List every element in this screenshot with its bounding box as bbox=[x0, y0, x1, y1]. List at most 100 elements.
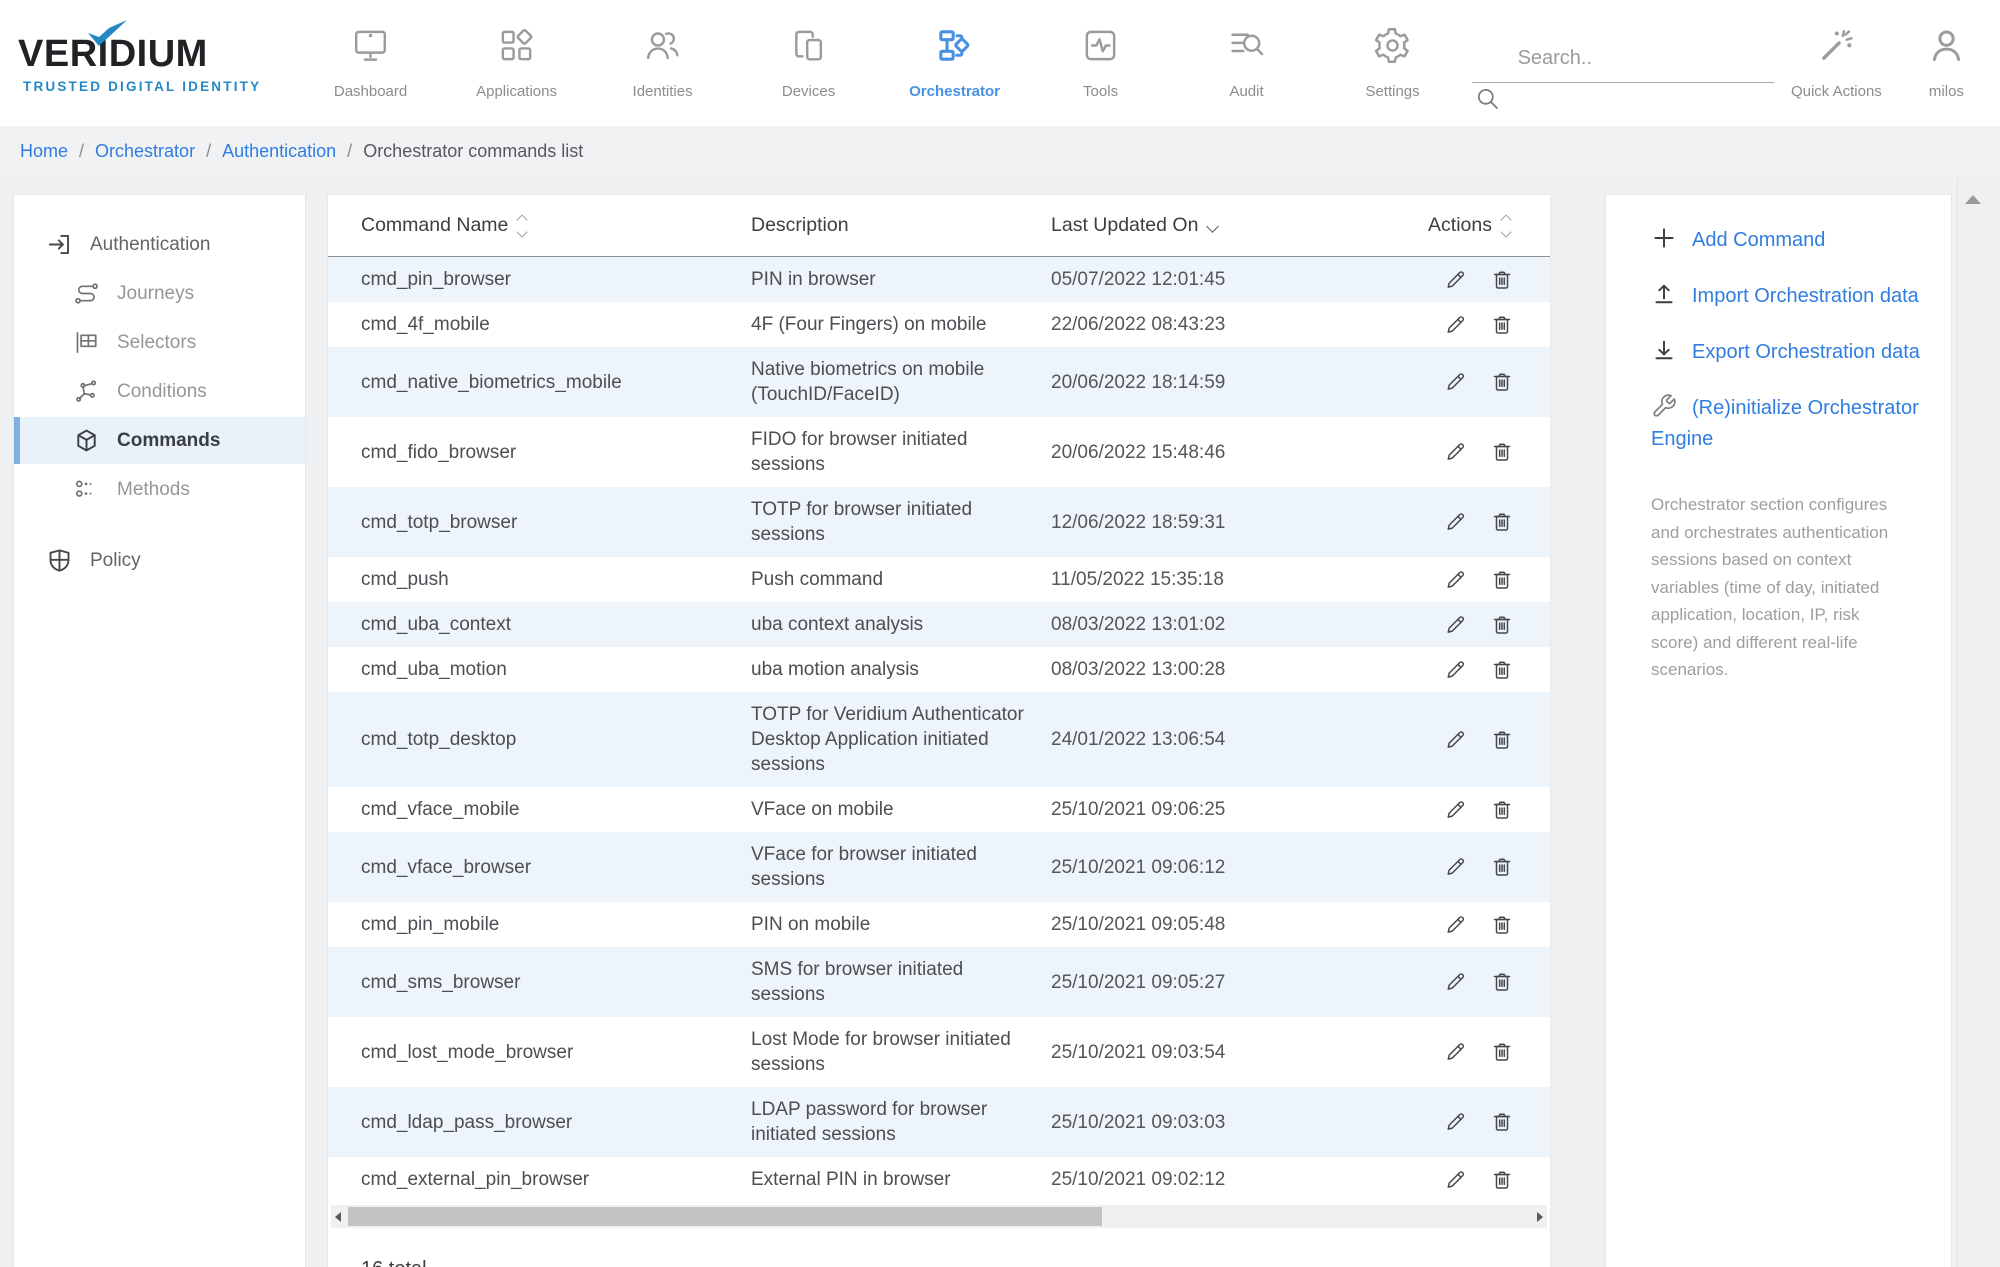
scroll-up-arrow-icon[interactable] bbox=[1965, 195, 1981, 204]
sidebar-item-selectors[interactable]: Selectors bbox=[14, 319, 305, 366]
delete-button[interactable] bbox=[1490, 1040, 1514, 1064]
table-row: cmd_fido_browser FIDO for browser initiat… bbox=[328, 417, 1550, 487]
trash-icon bbox=[1490, 973, 1514, 997]
delete-button[interactable] bbox=[1490, 1168, 1514, 1192]
nav-item-identities[interactable]: Identities bbox=[590, 0, 736, 126]
column-header-actions[interactable]: Actions bbox=[1361, 213, 1520, 238]
edit-button[interactable] bbox=[1445, 658, 1469, 682]
row-actions bbox=[1361, 718, 1520, 762]
edit-button[interactable] bbox=[1445, 1040, 1469, 1064]
login-icon bbox=[48, 234, 70, 255]
delete-button[interactable] bbox=[1490, 855, 1514, 879]
quick-actions-button[interactable]: Quick Actions bbox=[1774, 0, 1899, 126]
description-cell: VFace on mobile bbox=[751, 799, 894, 820]
delete-button[interactable] bbox=[1490, 268, 1514, 292]
delete-button[interactable] bbox=[1490, 568, 1514, 592]
command-name-cell: cmd_pin_browser bbox=[361, 269, 511, 290]
global-search bbox=[1471, 0, 1774, 126]
breadcrumb-link-home[interactable]: Home bbox=[20, 141, 69, 161]
edit-button[interactable] bbox=[1445, 370, 1469, 394]
nav-item-label: Identities bbox=[632, 83, 693, 100]
edit-button[interactable] bbox=[1445, 855, 1469, 879]
vertical-scrollbar[interactable] bbox=[1957, 177, 2000, 1267]
sidebar-item-label: Selectors bbox=[117, 331, 197, 353]
sidebar-item-methods[interactable]: Methods bbox=[14, 466, 305, 513]
scroll-right-arrow-icon[interactable] bbox=[1537, 1211, 1543, 1222]
delete-button[interactable] bbox=[1490, 970, 1514, 994]
pencil-icon bbox=[1445, 315, 1469, 340]
trash-icon bbox=[1490, 800, 1514, 825]
sidebar-section-authentication[interactable]: Authentication bbox=[14, 221, 305, 268]
command-name-cell: cmd_uba_motion bbox=[361, 659, 507, 680]
delete-button[interactable] bbox=[1490, 370, 1514, 394]
delete-button[interactable] bbox=[1490, 613, 1514, 637]
delete-button[interactable] bbox=[1490, 313, 1514, 337]
edit-button[interactable] bbox=[1445, 613, 1469, 637]
last-updated-cell: 25/10/2021 09:05:48 bbox=[1051, 914, 1226, 935]
nav-item-dashboard[interactable]: Dashboard bbox=[298, 0, 444, 126]
sort-desc-icon[interactable] bbox=[1206, 214, 1220, 237]
delete-button[interactable] bbox=[1490, 440, 1514, 464]
delete-button[interactable] bbox=[1490, 798, 1514, 822]
nav-item-devices[interactable]: Devices bbox=[736, 0, 882, 126]
search-icon bbox=[1477, 88, 1498, 109]
last-updated-cell: 24/01/2022 13:06:54 bbox=[1051, 729, 1226, 750]
description-cell: Native biometrics on mobile (TouchID/Fac… bbox=[751, 359, 985, 405]
breadcrumb-link-authentication[interactable]: Authentication bbox=[222, 141, 337, 161]
sidebar-section-policy[interactable]: Policy bbox=[14, 537, 305, 584]
nav-item-settings[interactable]: Settings bbox=[1320, 0, 1466, 126]
sidebar-item-journeys[interactable]: Journeys bbox=[14, 270, 305, 317]
sort-icon[interactable] bbox=[1500, 213, 1512, 238]
column-header-description[interactable]: Description bbox=[751, 214, 1051, 237]
magic-wand-icon bbox=[1817, 26, 1856, 70]
delete-button[interactable] bbox=[1490, 658, 1514, 682]
trash-icon bbox=[1490, 730, 1514, 755]
column-label: Last Updated On bbox=[1051, 214, 1199, 236]
reinitialize-engine-link[interactable]: (Re)initialize Orchestrator Engine bbox=[1651, 393, 1923, 455]
delete-button[interactable] bbox=[1490, 1110, 1514, 1134]
edit-button[interactable] bbox=[1445, 568, 1469, 592]
edit-button[interactable] bbox=[1445, 1168, 1469, 1192]
wrench-icon bbox=[1651, 393, 1677, 419]
horizontal-scrollbar[interactable] bbox=[331, 1205, 1547, 1228]
import-orchestration-link[interactable]: Import Orchestration data bbox=[1651, 281, 1923, 312]
table-row: cmd_uba_motion uba motion analysis 08/03/2… bbox=[328, 647, 1550, 692]
nav-item-audit[interactable]: Audit bbox=[1174, 0, 1320, 126]
delete-button[interactable] bbox=[1490, 913, 1514, 937]
delete-button[interactable] bbox=[1490, 510, 1514, 534]
column-header-last-updated[interactable]: Last Updated On bbox=[1051, 214, 1361, 237]
user-menu[interactable]: milos bbox=[1899, 0, 1994, 126]
sidebar-item-commands[interactable]: Commands bbox=[14, 417, 305, 464]
row-actions bbox=[1361, 903, 1520, 947]
sidebar-item-conditions[interactable]: Conditions bbox=[14, 368, 305, 415]
nav-item-applications[interactable]: Applications bbox=[444, 0, 590, 126]
nav-item-orchestrator[interactable]: Orchestrator bbox=[882, 0, 1028, 126]
scroll-left-arrow-icon[interactable] bbox=[335, 1211, 341, 1222]
pencil-icon bbox=[1445, 615, 1469, 640]
search-input[interactable] bbox=[1471, 43, 1774, 83]
breadcrumb-separator: / bbox=[79, 141, 85, 161]
scrollbar-thumb[interactable] bbox=[348, 1207, 1102, 1226]
logo-checkmark-icon bbox=[88, 19, 127, 46]
add-command-link[interactable]: Add Command bbox=[1651, 225, 1923, 256]
edit-button[interactable] bbox=[1445, 728, 1469, 752]
column-header-command-name[interactable]: Command Name bbox=[361, 213, 751, 238]
edit-button[interactable] bbox=[1445, 970, 1469, 994]
edit-button[interactable] bbox=[1445, 798, 1469, 822]
conditions-icon bbox=[76, 380, 97, 402]
devices-icon bbox=[789, 26, 828, 70]
edit-button[interactable] bbox=[1445, 510, 1469, 534]
edit-button[interactable] bbox=[1445, 440, 1469, 464]
row-actions bbox=[1361, 1030, 1520, 1074]
breadcrumb-link-orchestrator[interactable]: Orchestrator bbox=[95, 141, 196, 161]
edit-button[interactable] bbox=[1445, 268, 1469, 292]
edit-button[interactable] bbox=[1445, 313, 1469, 337]
nav-item-tools[interactable]: Tools bbox=[1028, 0, 1174, 126]
export-orchestration-link[interactable]: Export Orchestration data bbox=[1651, 337, 1923, 368]
sort-icon[interactable] bbox=[516, 213, 529, 238]
edit-button[interactable] bbox=[1445, 1110, 1469, 1134]
veridium-logo[interactable]: VERIDIUM TRUSTED DIGITAL IDENTITY bbox=[0, 0, 298, 126]
table-row: cmd_uba_context uba context analysis 08/03… bbox=[328, 602, 1550, 647]
delete-button[interactable] bbox=[1490, 728, 1514, 752]
edit-button[interactable] bbox=[1445, 913, 1469, 937]
